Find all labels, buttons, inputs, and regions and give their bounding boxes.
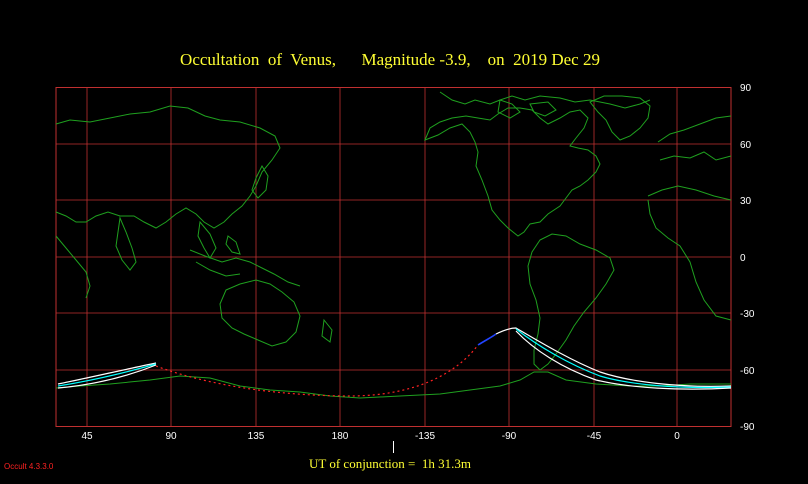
lon-label: 45 [81, 431, 93, 442]
coast-asia [55, 105, 281, 229]
coast-indonesia [189, 235, 301, 287]
coast-africa [647, 185, 732, 321]
lat-label: 90 [740, 83, 752, 94]
coast-greenland [589, 95, 651, 141]
track-center-right [515, 328, 732, 389]
coast-australia [219, 279, 301, 347]
lon-label: 135 [247, 431, 265, 442]
coast-south-america [527, 233, 615, 371]
lon-label: 0 [674, 431, 680, 442]
track-limit-south-left [57, 364, 157, 389]
lon-label: 180 [331, 431, 349, 442]
software-version: Occult 4.3.3.0 [4, 462, 54, 471]
track-daylight-segment [477, 333, 497, 346]
plot-title: Occultation of Venus, Magnitude -3.9, on… [180, 50, 600, 69]
coast-europe [657, 115, 732, 161]
coast-new-zealand [321, 318, 333, 343]
coast-north-america [424, 91, 651, 237]
occultation-track [57, 327, 732, 397]
coast-antarctica [55, 371, 731, 399]
lon-label: -45 [586, 431, 602, 442]
lat-label: 30 [740, 196, 752, 207]
conjunction-time: UT of conjunction = 1h 31.3m [309, 456, 471, 471]
track-limit-north-left [57, 362, 157, 385]
lon-label: 90 [165, 431, 177, 442]
lat-label: -30 [740, 309, 755, 320]
lat-label: 60 [740, 140, 752, 151]
lon-label: -135 [414, 431, 435, 442]
conjunction-marker [393, 441, 394, 453]
track-center-left [57, 363, 157, 387]
track-limit-south-right [515, 330, 732, 390]
lat-label: -90 [740, 422, 755, 433]
coast-india [55, 216, 137, 299]
lat-label: -60 [740, 366, 755, 377]
coastlines [55, 91, 732, 399]
track-night-segment [155, 344, 479, 397]
coast-arctic-islands [497, 99, 557, 119]
coast-japan [251, 164, 269, 199]
graticule [56, 87, 731, 427]
lon-label: -90 [501, 431, 517, 442]
track-limit-north-right [495, 327, 732, 387]
lat-label: 0 [740, 253, 746, 264]
